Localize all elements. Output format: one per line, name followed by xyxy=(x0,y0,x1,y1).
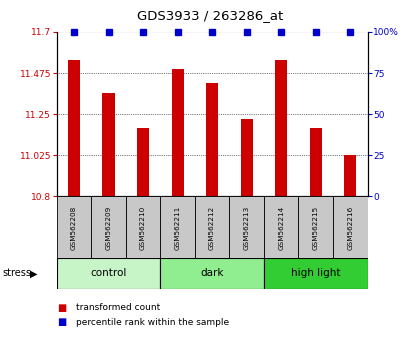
Bar xyxy=(91,196,126,258)
Text: GSM562212: GSM562212 xyxy=(209,205,215,250)
Bar xyxy=(241,119,253,196)
Text: GSM562211: GSM562211 xyxy=(175,205,181,250)
Text: percentile rank within the sample: percentile rank within the sample xyxy=(76,318,229,327)
Bar xyxy=(264,258,368,289)
Text: dark: dark xyxy=(200,268,224,279)
Bar xyxy=(102,93,115,196)
Bar xyxy=(137,128,149,196)
Text: GSM562208: GSM562208 xyxy=(71,205,77,250)
Text: stress: stress xyxy=(2,268,31,279)
Text: GSM562215: GSM562215 xyxy=(313,205,319,250)
Text: ■: ■ xyxy=(57,317,66,327)
Bar xyxy=(126,196,160,258)
Text: high light: high light xyxy=(291,268,341,279)
Text: GDS3933 / 263286_at: GDS3933 / 263286_at xyxy=(137,9,283,22)
Bar xyxy=(275,60,287,196)
Bar xyxy=(229,196,264,258)
Bar xyxy=(299,196,333,258)
Bar xyxy=(195,196,229,258)
Bar xyxy=(310,128,322,196)
Text: ▶: ▶ xyxy=(30,268,38,279)
Bar xyxy=(206,83,218,196)
Bar xyxy=(68,60,80,196)
Text: ■: ■ xyxy=(57,303,66,313)
Text: GSM562210: GSM562210 xyxy=(140,205,146,250)
Bar xyxy=(171,69,184,196)
Bar xyxy=(57,258,160,289)
Bar xyxy=(160,258,264,289)
Text: control: control xyxy=(90,268,127,279)
Bar xyxy=(264,196,299,258)
Bar xyxy=(333,196,368,258)
Text: transformed count: transformed count xyxy=(76,303,160,313)
Text: GSM562214: GSM562214 xyxy=(278,205,284,250)
Text: GSM562213: GSM562213 xyxy=(244,205,249,250)
Bar xyxy=(160,196,195,258)
Text: GSM562216: GSM562216 xyxy=(347,205,353,250)
Bar xyxy=(57,196,91,258)
Text: GSM562209: GSM562209 xyxy=(105,205,111,250)
Bar xyxy=(344,155,356,196)
